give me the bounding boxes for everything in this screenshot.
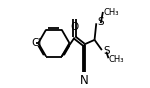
Text: N: N <box>79 74 88 87</box>
Text: S: S <box>98 17 104 27</box>
Text: CH₃: CH₃ <box>103 8 119 17</box>
Text: CH₃: CH₃ <box>109 54 124 64</box>
Text: Cl: Cl <box>32 38 42 48</box>
Text: S: S <box>103 46 110 56</box>
Text: O: O <box>70 22 79 32</box>
